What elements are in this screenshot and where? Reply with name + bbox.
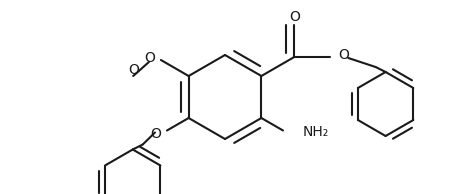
- Text: NH₂: NH₂: [303, 126, 329, 139]
- Text: O: O: [150, 127, 161, 141]
- Text: O: O: [144, 51, 155, 65]
- Text: O: O: [128, 63, 139, 77]
- Text: O: O: [338, 48, 349, 62]
- Text: O: O: [289, 10, 300, 24]
